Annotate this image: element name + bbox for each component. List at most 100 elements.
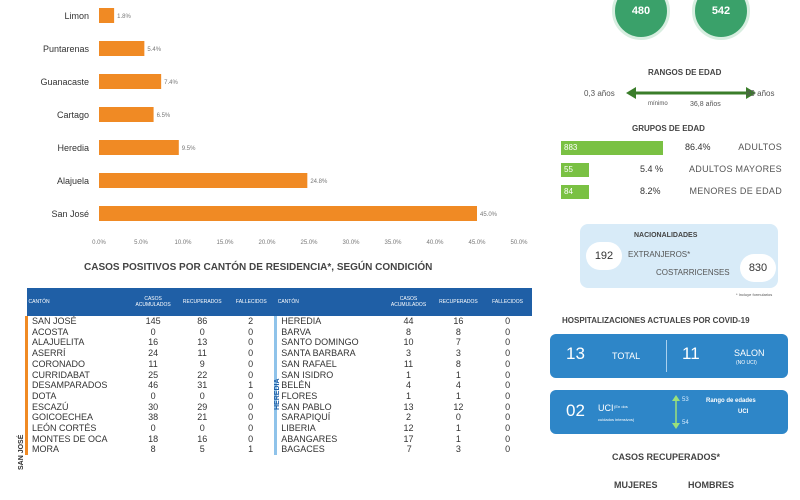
table-cell: LIBERIA [274,423,385,434]
table-cell: 12 [453,401,464,412]
grupos-title: GRUPOS DE EDAD [632,124,705,133]
table-cell: 0 [248,401,254,412]
group-bar: 883 [561,141,663,155]
table-cell: DESAMPARADOS [24,380,129,391]
group-bar: 55 [561,163,589,177]
group-pct: 86.4% [685,142,711,152]
x-tick-label: 40.0% [426,240,444,246]
col-canton: CANTÓN [26,288,129,316]
table-cell: 12 [403,423,414,434]
table-cell: ABANGARES [274,433,385,445]
table-cell: ASERRÍ [24,348,129,359]
col-recuperados: RECUPERADOS [177,288,227,316]
recuperados-title: CASOS RECUPERADOS* [612,452,721,462]
table-row: CURRIDABAT 25 22 0 SAN ISIDRO 1 1 0 [24,369,533,381]
table-cell: 1 [248,444,254,455]
group-pct: 8.2% [640,186,661,196]
rangos-min: 0,3 años [584,89,615,98]
table-cell: SAN RAFAEL [274,358,385,370]
table-cell: 13 [403,401,414,412]
recuperados-hombres: HOMBRES [688,480,735,490]
circle-men: 542 [692,0,750,40]
table-cell: SAN PABLO [274,401,385,413]
col-canton-2: CANTÓN [275,288,385,316]
table-cell: 1 [455,369,461,380]
x-tick-label: 20.0% [258,240,276,246]
bar-value-label: 5.4% [147,47,161,53]
table-cell: 13 [197,337,208,348]
table-cell: FLORES [274,390,385,402]
nac-cost-count: 830 [740,254,776,282]
table-cell: BARVA [274,326,385,338]
bar [99,107,154,122]
table-cell: ALAJUELITA [24,337,129,349]
table-cell: 16 [197,433,208,444]
table-cell: 0 [248,326,254,337]
hosp-uci-sub2: cuidados intensivos) [598,417,635,422]
hosp-divider [666,340,667,372]
group-label-san-jose: SAN JOSÉ [18,434,25,470]
table-cell: 0 [505,369,511,380]
bar [99,206,477,221]
bar [99,8,115,23]
col-fallecidos: FALLECIDOS [226,288,276,316]
table-cell: 0 [505,390,511,401]
table-cell: 0 [505,316,511,326]
table-cell: 1 [248,380,254,391]
hosp-rango: Rango de edades [706,398,756,404]
bar-value-label: 7.4% [164,80,178,86]
table-row: GOICOECHEA 38 21 0 SARAPIQUÍ 2 0 0 [24,412,533,424]
group-label: MENORES DE EDAD [689,186,782,196]
table-cell: 0 [150,390,156,401]
category-label: Guanacaste [40,77,89,87]
table-cell: 10 [403,337,414,348]
table-cell: 38 [148,412,159,423]
table-cell: 1 [455,390,461,401]
x-tick-label: 45.0% [468,240,486,246]
x-tick-label: 15.0% [216,240,234,246]
hosp-salon-n: 11 [682,344,700,363]
table-cell: 0 [505,337,511,348]
table-cell: 1 [455,423,461,434]
table-cell: CORONADO [24,358,129,370]
table-cell: 0 [248,412,254,423]
table-cell: 0 [505,358,511,369]
x-tick-label: 50.0% [510,240,528,246]
category-label: Alajuela [57,176,89,186]
nac-note: * Incluye formularios [736,292,773,297]
table-row: LEÓN CORTÉS 0 0 0 LIBERIA 12 1 0 [24,423,533,434]
x-tick-label: 10.0% [174,240,192,246]
table-cell: ESCAZÚ [24,401,129,413]
category-label: Puntarenas [43,44,90,54]
hosp-uci-bottom: 54 [682,420,689,426]
table-cell: 0 [505,348,511,359]
group-pct: 5.4 % [640,164,664,174]
hosp-uci-top: 53 [682,397,689,403]
col-fallecidos-2: FALLECIDOS [483,288,532,316]
table-cell: 0 [248,423,254,434]
table-cell: 0 [199,326,205,337]
table-cell: 2 [406,412,412,423]
nac-cost-label: COSTARRICENSES [656,268,730,277]
table-cell: DOTA [24,390,129,402]
table-body: SAN JOSÉ 145 86 2 HEREDIA 44 16 0 ACOSTA 0 0 0 BARVA… [24,316,533,456]
category-label: San José [51,209,89,219]
table-cell: 11 [197,348,207,359]
table-cell: 4 [406,380,412,391]
table-cell: 0 [248,337,254,348]
table-cell: 0 [248,369,254,380]
x-tick-label: 30.0% [342,240,360,246]
bar [99,140,179,155]
table-cell: CURRIDABAT [24,369,129,381]
category-label: Limon [64,11,89,21]
x-tick-label: 5.0% [134,240,148,246]
table-cell: GOICOECHEA [24,412,129,424]
table-cell: 1 [406,390,412,401]
table-cell: 0 [505,423,511,434]
table-cell: 46 [148,380,159,391]
table-cell: 0 [505,326,511,337]
x-tick-label: 0.0% [92,240,106,246]
table-cell: 1 [455,433,461,444]
group-label: ADULTOS [738,142,782,152]
hosp-total-l: TOTAL [612,351,641,361]
